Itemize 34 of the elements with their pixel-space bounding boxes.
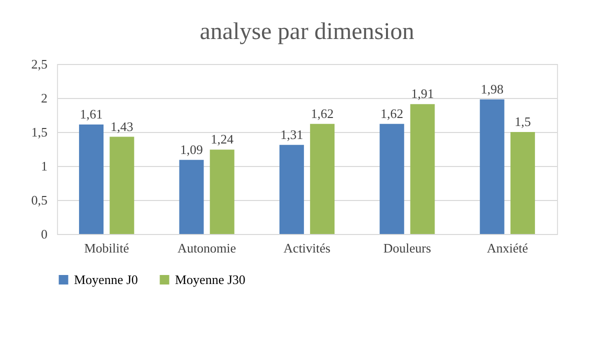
y-tick-label: 0 [41,226,48,242]
bar [179,160,204,234]
data-label: 1,43 [110,118,134,134]
data-label: 1,62 [380,106,404,121]
bar [210,150,234,234]
bar [110,136,134,234]
x-tick-label: Autonomie [178,240,236,256]
y-tick-label: 1 [41,158,48,174]
bar [410,104,435,234]
legend-label: Moyenne J30 [175,272,246,287]
x-tick-label: Douleurs [383,240,432,256]
data-label: 1,31 [280,126,304,142]
y-tick-label: 1,5 [31,124,48,140]
data-label: 1,61 [80,106,103,122]
data-label: 1,24 [210,132,234,147]
chart-title: analyse par dimension [200,19,414,45]
bar [79,124,104,234]
bar [279,144,304,234]
legend-label: Moyenne J0 [74,272,138,287]
x-tick-label: Anxiété [486,240,528,256]
data-label: 1,91 [411,86,434,102]
y-tick-label: 2 [41,90,48,106]
bar [480,99,504,234]
y-tick-label: 2,5 [31,56,48,72]
data-label: 1,5 [514,114,531,129]
data-label: 1,98 [480,81,504,96]
bar [380,124,404,234]
data-label: 1,09 [180,142,203,157]
bar [510,132,535,234]
bar [310,124,335,234]
x-tick-label: Activités [284,240,330,256]
x-tick-label: Mobilité [84,240,130,256]
data-label: 1,62 [310,106,334,121]
y-tick-label: 0,5 [31,192,48,208]
